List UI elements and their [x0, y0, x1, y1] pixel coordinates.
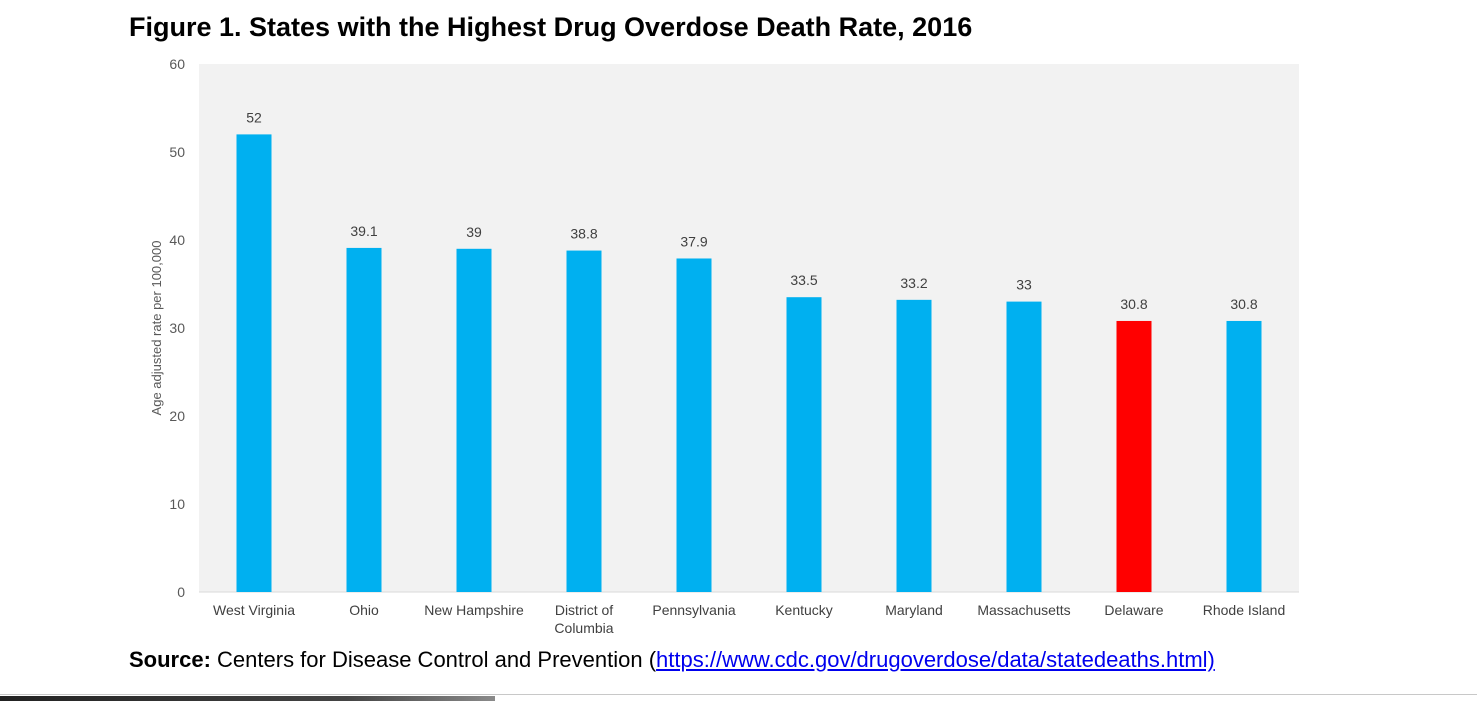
data-label: 30.8 — [1230, 296, 1257, 312]
x-tick-label: Kentucky — [775, 602, 833, 618]
bar[interactable] — [346, 247, 382, 593]
bottom-scrollbar — [0, 696, 495, 701]
x-tick-label: Columbia — [554, 620, 613, 636]
y-tick-label: 40 — [169, 232, 185, 248]
y-tick-label: 0 — [177, 584, 185, 600]
data-label: 38.8 — [570, 226, 597, 242]
x-tick-label: Massachusetts — [977, 602, 1070, 618]
x-tick-label: District of — [555, 602, 613, 618]
x-tick-label: Rhode Island — [1203, 602, 1286, 618]
bar[interactable] — [456, 248, 492, 593]
x-tick-label: Ohio — [349, 602, 379, 618]
bar[interactable] — [786, 297, 822, 592]
x-tick-label: Maryland — [885, 602, 943, 618]
source-text: Centers for Disease Control and Preventi… — [210, 647, 657, 672]
y-tick-label: 60 — [169, 56, 185, 72]
y-tick-label: 20 — [169, 408, 185, 424]
bar[interactable] — [236, 134, 272, 592]
bar[interactable] — [676, 258, 712, 592]
y-axis-title: Age adjusted rate per 100,000 — [149, 241, 164, 416]
y-tick-label: 10 — [169, 496, 185, 512]
bar[interactable] — [896, 299, 932, 592]
data-label: 30.8 — [1120, 296, 1147, 312]
y-tick-label: 30 — [169, 320, 185, 336]
source-label: Source: — [129, 647, 211, 672]
plot-area — [199, 64, 1299, 592]
source-link[interactable]: https://www.cdc.gov/drugoverdose/data/st… — [656, 647, 1215, 672]
bar[interactable] — [1226, 320, 1262, 592]
bottom-divider — [0, 694, 1477, 695]
data-label: 33.2 — [900, 275, 927, 291]
bar-chart: 0 10 20 30 40 50 60 Age adjusted rate per 100,0… — [149, 56, 1299, 636]
data-label: 39 — [466, 224, 482, 240]
x-tick-label: Pennsylvania — [652, 602, 735, 618]
source-line: Source: Centers for Disease Control and … — [129, 647, 1215, 673]
data-label: 52 — [246, 109, 262, 125]
chart-title: Figure 1. States with the Highest Drug O… — [129, 12, 973, 42]
data-label: 33 — [1016, 277, 1032, 293]
data-label: 39.1 — [350, 223, 377, 239]
bar[interactable] — [566, 250, 602, 592]
data-label: 37.9 — [680, 233, 707, 249]
bar[interactable] — [1006, 301, 1042, 592]
data-label: 33.5 — [790, 272, 817, 288]
y-tick-label: 50 — [169, 144, 185, 160]
x-tick-label: West Virginia — [213, 602, 295, 618]
bar[interactable] — [1116, 320, 1152, 592]
x-tick-label: New Hampshire — [424, 602, 524, 618]
x-tick-label: Delaware — [1104, 602, 1163, 618]
